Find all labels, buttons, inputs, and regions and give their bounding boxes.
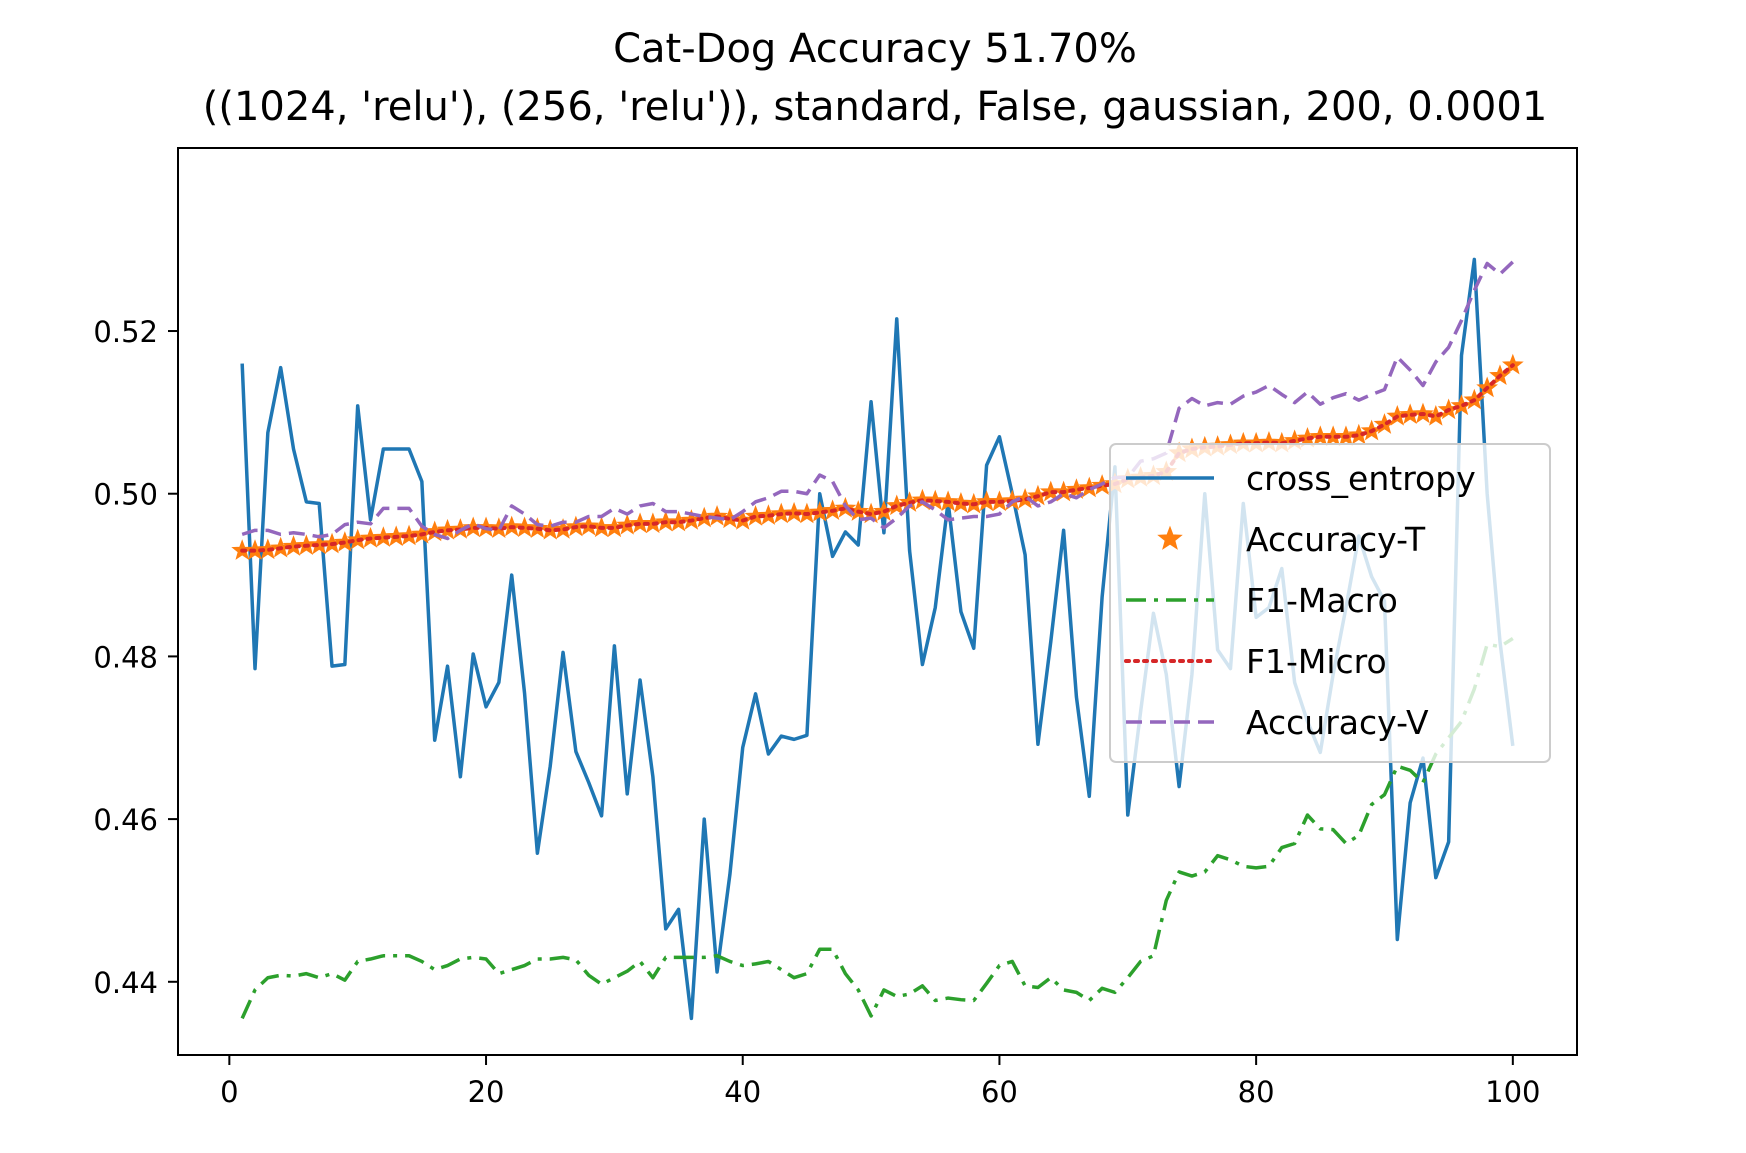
series-line — [240, 637, 1514, 1020]
y-tick-label: 0.48 — [93, 640, 158, 674]
x-axis: 0 20 40 60 80 100 — [220, 1055, 1541, 1109]
data-point — [513, 516, 536, 538]
y-tick-label: 0.50 — [93, 478, 158, 512]
data-point — [1424, 405, 1447, 426]
y-tick-label: 0.52 — [93, 315, 158, 349]
data-point — [950, 492, 972, 513]
x-tick-label: 60 — [981, 1075, 1018, 1109]
x-tick-label: 0 — [220, 1075, 238, 1109]
x-tick-label: 20 — [468, 1075, 505, 1109]
legend-label: F1-Macro — [1246, 581, 1398, 620]
plot-series — [231, 257, 1524, 1021]
x-tick-label: 100 — [1485, 1075, 1540, 1109]
chart-title: Cat-Dog Accuracy 51.70% — [613, 26, 1137, 72]
data-point — [1373, 413, 1396, 434]
series-f1-micro — [240, 363, 1515, 553]
series-f1-macro — [240, 637, 1514, 1020]
legend-marker — [1157, 525, 1183, 550]
legend: cross_entropy Accuracy-T F1-Macro F1-Micro A… — [1109, 443, 1551, 763]
y-tick-label: 0.44 — [93, 966, 158, 1000]
x-tick-label: 80 — [1238, 1075, 1275, 1109]
data-point — [577, 514, 600, 536]
y-axis: 0.44 0.46 0.48 0.50 0.52 — [93, 315, 178, 1000]
legend-item-f1-macro: F1-Macro — [1126, 581, 1398, 620]
legend-label: Accuracy-V — [1246, 703, 1429, 742]
data-point — [783, 501, 805, 523]
legend-label: Accuracy-T — [1246, 520, 1426, 559]
legend-label: cross_entropy — [1246, 459, 1476, 498]
series-line — [240, 363, 1515, 553]
legend-item-f1-micro: F1-Micro — [1124, 642, 1387, 681]
legend-label: F1-Micro — [1246, 642, 1387, 681]
legend-item-accuracy-v: Accuracy-V — [1126, 703, 1429, 742]
y-tick-label: 0.46 — [93, 803, 158, 837]
plot-frame — [177, 147, 1578, 1056]
legend-item-accuracy-t: Accuracy-T — [1157, 520, 1426, 559]
x-tick-label: 40 — [724, 1075, 761, 1109]
chart-subtitle: ((1024, 'relu'), (256, 'relu')), standar… — [203, 84, 1548, 130]
series-line — [241, 260, 1515, 541]
legend-item-cross-entropy: cross_entropy — [1126, 459, 1476, 498]
legend-box — [1109, 443, 1551, 763]
series-accuracy-v — [241, 260, 1515, 541]
